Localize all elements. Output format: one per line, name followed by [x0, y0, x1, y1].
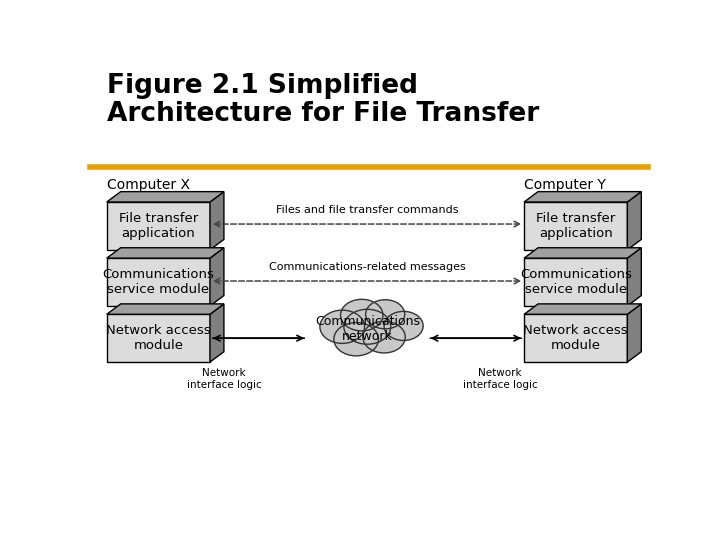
Polygon shape	[524, 192, 642, 202]
Text: Files and file transfer commands: Files and file transfer commands	[276, 205, 459, 215]
Circle shape	[320, 310, 364, 343]
Bar	[524, 202, 627, 250]
Bar	[107, 258, 210, 306]
Polygon shape	[627, 248, 642, 306]
Polygon shape	[627, 192, 642, 250]
Text: Network access
module: Network access module	[106, 324, 211, 352]
Circle shape	[384, 312, 423, 341]
Polygon shape	[524, 304, 642, 314]
Polygon shape	[627, 304, 642, 362]
Circle shape	[344, 309, 391, 344]
Text: Computer X: Computer X	[107, 178, 190, 192]
Polygon shape	[210, 248, 224, 306]
Text: Network
interface logic: Network interface logic	[186, 368, 261, 390]
Text: Computer Y: Computer Y	[524, 178, 606, 192]
Bar	[524, 258, 627, 306]
Polygon shape	[210, 304, 224, 362]
Text: Figure 2.1 Simplified
Architecture for File Transfer: Figure 2.1 Simplified Architecture for F…	[107, 73, 539, 127]
Text: Communications
network: Communications network	[315, 315, 420, 343]
Circle shape	[341, 299, 383, 331]
Text: File transfer
application: File transfer application	[536, 212, 616, 240]
Polygon shape	[524, 248, 642, 258]
Bar	[107, 314, 210, 362]
Text: Network access
module: Network access module	[523, 324, 628, 352]
Circle shape	[334, 322, 379, 356]
Polygon shape	[107, 192, 224, 202]
Text: Communications-related messages: Communications-related messages	[269, 262, 465, 272]
Bar	[107, 202, 210, 250]
Polygon shape	[210, 192, 224, 250]
Polygon shape	[107, 248, 224, 258]
Circle shape	[363, 321, 405, 353]
Text: File transfer
application: File transfer application	[119, 212, 198, 240]
Text: Communications
service module: Communications service module	[102, 268, 215, 296]
Bar	[524, 314, 627, 362]
Text: Network
interface logic: Network interface logic	[463, 368, 538, 390]
Circle shape	[366, 300, 405, 329]
Polygon shape	[107, 304, 224, 314]
Text: Communications
service module: Communications service module	[520, 268, 631, 296]
